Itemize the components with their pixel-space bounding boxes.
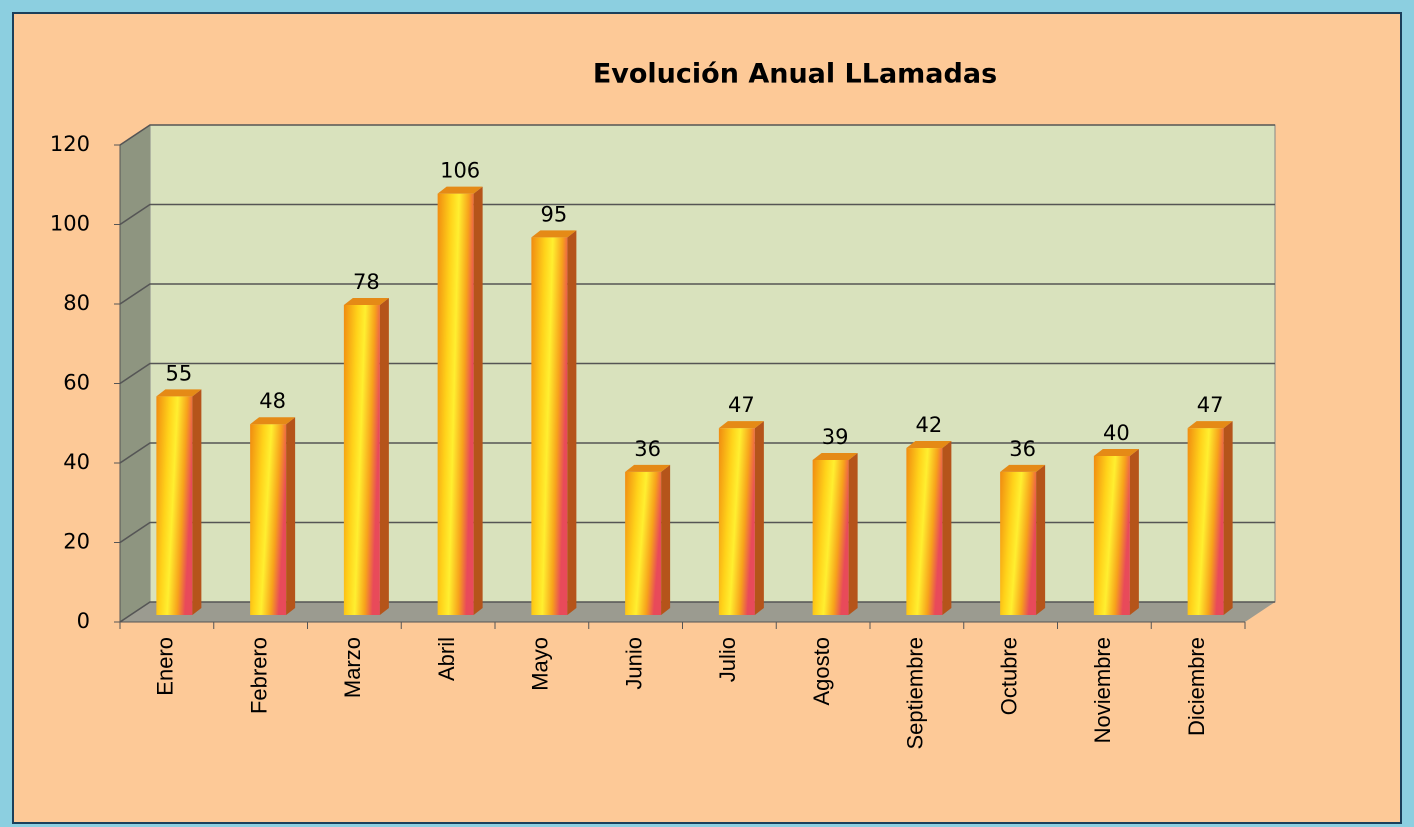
bar-face — [379, 297, 389, 615]
x-tick-label: Diciembre — [1184, 637, 1209, 736]
data-label: 47 — [1197, 393, 1224, 417]
bar-face — [661, 464, 671, 615]
bar — [156, 389, 202, 615]
bar-face — [156, 389, 202, 397]
x-tick-label: Septiembre — [903, 637, 928, 750]
grid-line — [119, 442, 1275, 464]
bar-face — [1000, 471, 1037, 615]
bar-face — [437, 193, 474, 615]
data-label: 48 — [259, 389, 286, 413]
x-tick-label: Julio — [715, 637, 740, 682]
y-tick-label: 20 — [63, 530, 90, 554]
bar — [812, 452, 858, 615]
data-label: 106 — [440, 159, 480, 183]
grid-line — [119, 124, 1275, 146]
bar — [1187, 421, 1233, 615]
bar — [1093, 449, 1139, 615]
bar-face — [286, 417, 296, 615]
bar-face — [567, 230, 577, 615]
y-tick-label: 40 — [63, 450, 90, 474]
data-label: 42 — [916, 413, 943, 437]
data-label: 36 — [634, 437, 661, 461]
bar-face — [1223, 421, 1233, 615]
y-tick-label: 60 — [63, 371, 90, 395]
y-tick-label: 100 — [50, 212, 90, 236]
bar-face — [343, 297, 389, 305]
bar-face — [1093, 449, 1139, 456]
grid-line — [119, 283, 1275, 305]
bar-face — [1187, 428, 1224, 615]
x-tick-label: Noviembre — [1090, 637, 1115, 743]
bar-face — [156, 396, 193, 615]
bar-face — [531, 237, 568, 615]
bar-face — [473, 186, 483, 615]
grid-line — [119, 521, 1275, 544]
bar-face — [1093, 456, 1130, 615]
x-tick-label: Febrero — [246, 637, 271, 714]
bar-face — [942, 441, 952, 615]
x-tick-label: Abril — [434, 637, 459, 681]
bar-face — [718, 428, 755, 615]
data-label: 36 — [1009, 437, 1036, 461]
bar-face — [192, 389, 202, 615]
bar-face — [343, 304, 380, 615]
bar-face — [1129, 449, 1139, 615]
bar-face — [250, 417, 296, 425]
bar — [343, 297, 389, 615]
x-tick-label: Enero — [153, 637, 178, 696]
bar — [718, 421, 764, 615]
bar-face — [625, 464, 671, 472]
grid-line — [119, 601, 1275, 623]
x-tick-label: Marzo — [340, 637, 365, 698]
bar-face — [437, 186, 483, 194]
bar — [625, 464, 671, 615]
bar-face — [1187, 421, 1233, 429]
bar-face — [531, 230, 577, 238]
bar — [250, 417, 296, 615]
bar-face — [1036, 464, 1046, 615]
y-tick-label: 80 — [63, 291, 90, 315]
x-tick-label: Octubre — [996, 637, 1021, 715]
bar-face — [812, 459, 849, 615]
bar-face — [906, 448, 943, 615]
y-tick-label: 0 — [77, 609, 90, 633]
x-tick-label: Agosto — [809, 637, 834, 706]
data-label: 40 — [1103, 421, 1130, 445]
grid-line — [119, 362, 1275, 385]
bar — [1000, 464, 1046, 615]
bar-face — [754, 421, 764, 615]
x-tick-label: Mayo — [528, 637, 553, 691]
bar-face — [1000, 464, 1046, 472]
bar-face — [812, 452, 858, 460]
bar — [531, 230, 577, 615]
y-tick-label: 120 — [50, 132, 90, 156]
data-label: 95 — [541, 202, 568, 226]
bar-face — [906, 441, 952, 449]
floor — [120, 602, 1275, 622]
grid-line — [119, 203, 1275, 226]
data-label: 55 — [166, 361, 193, 385]
bar-face — [848, 452, 858, 615]
x-tick-label: Junio — [621, 637, 646, 690]
data-label: 39 — [822, 425, 849, 449]
bar-face — [718, 421, 764, 429]
bar — [437, 186, 483, 615]
data-label: 47 — [728, 393, 755, 417]
bar-face — [250, 424, 287, 615]
data-label: 78 — [353, 270, 380, 294]
bar-face — [625, 471, 662, 615]
bar — [906, 441, 952, 615]
chart-title: Evolución Anual LLamadas — [593, 59, 997, 90]
